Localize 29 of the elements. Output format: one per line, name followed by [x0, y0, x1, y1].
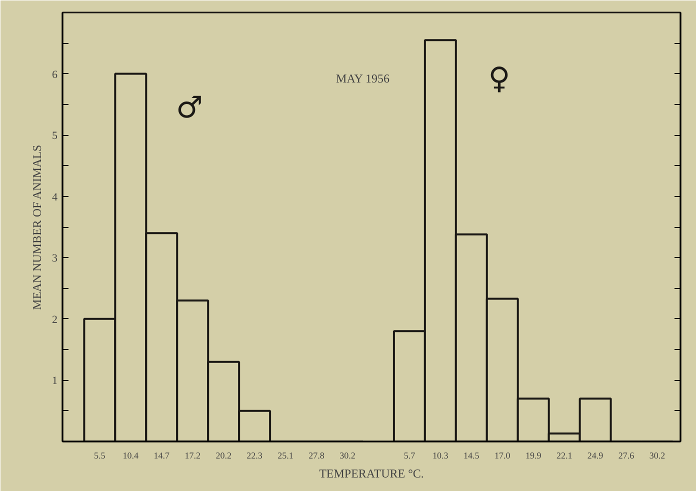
x-tick-label: 25.1 — [278, 450, 294, 460]
x-tick-label: 30.2 — [340, 450, 356, 460]
y-axis-title: MEAN NUMBER OF ANIMALS — [30, 144, 44, 310]
x-tick-label: 24.9 — [587, 450, 604, 460]
annotation: MAY 1956 — [336, 71, 390, 86]
x-tick-label: 20.2 — [216, 450, 232, 460]
x-tick-label: 22.1 — [556, 450, 572, 460]
x-tick-label: 14.7 — [154, 450, 170, 460]
x-tick-label: 17.0 — [494, 450, 511, 460]
x-tick-label: 17.2 — [184, 450, 200, 460]
y-tick-label: 4 — [52, 191, 58, 204]
x-tick-label: 22.3 — [246, 450, 263, 460]
x-tick-label: 5.7 — [404, 450, 416, 460]
x-tick-label: 19.9 — [525, 450, 542, 460]
y-tick-label: 3 — [52, 252, 58, 265]
x-tick-label: 10.3 — [432, 450, 449, 460]
series-label: ♂ — [176, 90, 203, 126]
x-tick-label: 10.4 — [122, 450, 140, 460]
y-tick-label: 6 — [52, 68, 58, 81]
x-tick-label: 14.5 — [464, 450, 480, 460]
x-tick-label: 5.5 — [94, 450, 106, 460]
y-tick-label: 1 — [52, 375, 58, 388]
y-tick-label: 5 — [52, 130, 58, 142]
x-tick-label: 27.8 — [308, 450, 325, 460]
x-tick-label: 27.6 — [618, 450, 635, 460]
series-label: ♀ — [488, 61, 510, 96]
x-tick-label: 30.2 — [649, 450, 666, 460]
x-axis-title: TEMPERATURE °C. — [319, 466, 424, 480]
y-tick-label: 2 — [52, 314, 58, 326]
